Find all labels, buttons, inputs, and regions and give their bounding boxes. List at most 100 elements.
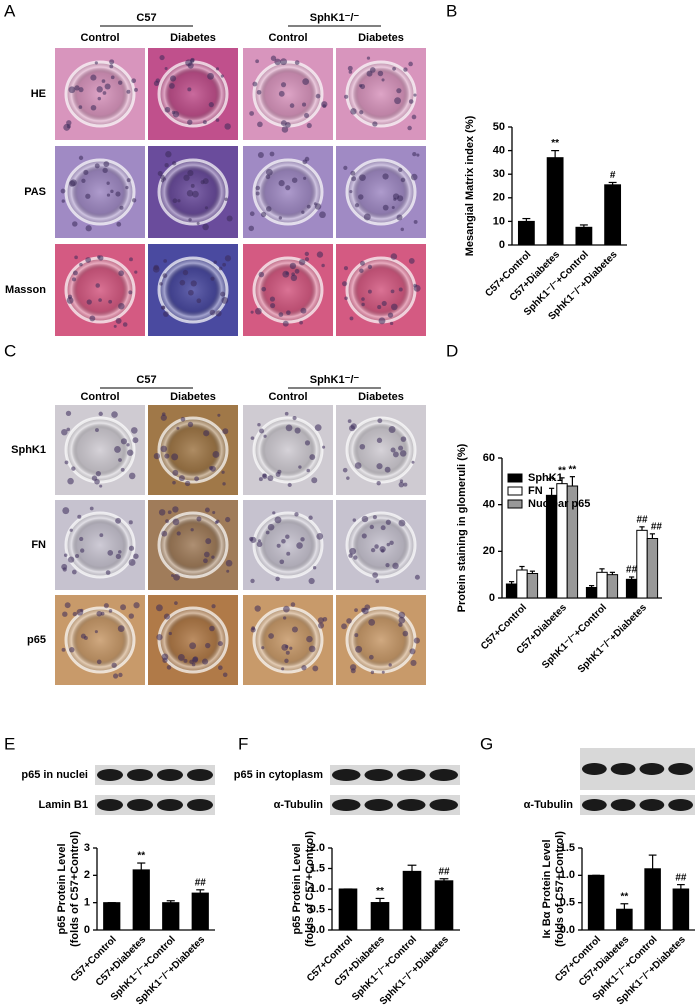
nucleus <box>172 469 179 476</box>
nucleus <box>203 558 208 564</box>
nucleus <box>265 206 272 212</box>
row-label: p65 <box>27 634 46 646</box>
nucleus <box>94 478 100 485</box>
y-tick-label: 0.5 <box>310 903 325 915</box>
nucleus <box>81 178 86 183</box>
nucleus <box>182 269 189 276</box>
blot-label: p65 in cytoplasm <box>234 769 323 781</box>
nucleus <box>389 540 394 546</box>
nucleus <box>278 180 285 187</box>
nucleus <box>161 305 166 310</box>
nucleus <box>308 577 315 585</box>
nucleus <box>94 630 98 634</box>
bar <box>545 494 558 599</box>
nucleus <box>256 541 263 548</box>
glomerulus <box>64 416 136 484</box>
nucleus <box>411 114 417 120</box>
nucleus <box>316 533 324 540</box>
nucleus <box>226 569 230 573</box>
nucleus <box>377 70 384 77</box>
nucleus <box>280 58 288 66</box>
nucleus <box>350 108 357 115</box>
nucleus <box>314 203 322 210</box>
column-label: Control <box>80 391 119 403</box>
glomerulus <box>64 158 136 226</box>
nucleus <box>77 514 82 519</box>
nucleus <box>79 262 83 267</box>
blot-band <box>668 799 693 811</box>
nucleus <box>285 424 293 432</box>
nucleus <box>280 82 287 88</box>
column-label: Diabetes <box>170 391 216 403</box>
blot-band <box>610 763 636 775</box>
y-axis-label: p65 Protein Level <box>56 843 68 934</box>
bar <box>370 902 390 931</box>
nucleus <box>155 604 163 612</box>
bar <box>402 870 422 931</box>
nucleus <box>270 55 277 61</box>
nucleus <box>312 566 317 570</box>
glomerulus <box>345 606 417 674</box>
nucleus <box>390 253 398 260</box>
nucleus <box>192 656 198 663</box>
y-tick-label: 40 <box>493 145 505 157</box>
nucleus <box>217 641 223 647</box>
nucleus <box>172 518 180 526</box>
nucleus <box>349 190 353 194</box>
nucleus <box>131 78 137 84</box>
nucleus <box>180 416 186 422</box>
nucleus <box>89 315 96 322</box>
nucleus <box>400 227 404 232</box>
nucleus <box>382 204 389 211</box>
annotation: ** <box>569 464 577 475</box>
blot <box>580 795 695 815</box>
nucleus <box>303 176 307 180</box>
nucleus <box>347 65 353 71</box>
nucleus <box>158 509 166 516</box>
nucleus <box>99 533 104 538</box>
nucleus <box>369 524 375 530</box>
nucleus <box>304 112 310 118</box>
blot-band <box>668 763 693 775</box>
nucleus <box>267 523 275 531</box>
nucleus <box>398 167 403 173</box>
nucleus <box>111 411 118 418</box>
nucleus <box>290 274 298 282</box>
nucleus <box>408 61 413 67</box>
nucleus <box>221 296 229 304</box>
nucleus <box>190 280 197 287</box>
nucleus <box>172 198 178 204</box>
nucleus <box>171 573 175 577</box>
nucleus <box>184 480 191 487</box>
nucleus <box>78 105 83 109</box>
nucleus <box>69 647 75 653</box>
nucleus <box>278 312 284 317</box>
blot-band <box>127 799 153 811</box>
nucleus <box>215 519 220 524</box>
annotation: ## <box>636 514 648 525</box>
glomerulus <box>64 606 136 674</box>
nucleus <box>376 463 383 470</box>
nucleus <box>163 613 171 620</box>
nucleus <box>366 56 371 60</box>
nucleus <box>294 512 299 517</box>
nucleus <box>163 259 168 263</box>
nucleus <box>103 161 110 167</box>
nucleus <box>160 445 168 453</box>
nucleus <box>348 70 353 74</box>
nucleus <box>202 120 207 125</box>
nucleus <box>279 559 285 565</box>
nucleus <box>62 611 68 617</box>
nucleus <box>342 467 348 473</box>
bar <box>616 908 633 931</box>
glomerulus <box>157 60 229 128</box>
nucleus <box>218 266 223 271</box>
nucleus <box>414 574 420 580</box>
nucleus <box>256 90 262 95</box>
column-label: Diabetes <box>358 391 404 403</box>
nucleus <box>172 480 176 485</box>
nucleus <box>176 531 181 536</box>
nucleus <box>304 257 310 262</box>
annotation: ## <box>195 877 207 888</box>
nucleus <box>291 272 295 276</box>
